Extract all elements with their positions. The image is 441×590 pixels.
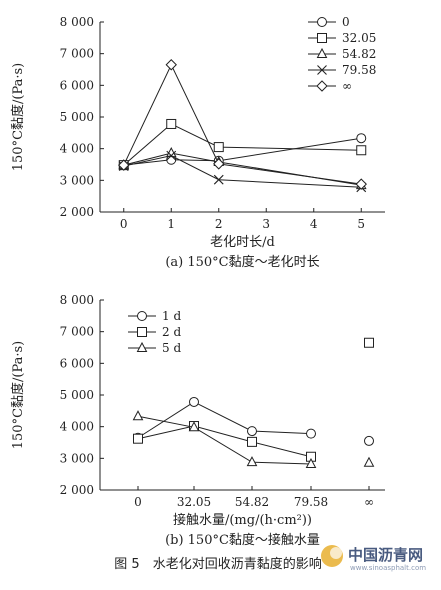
x-axis-label: 老化时长/d — [210, 235, 275, 250]
x-tick-label: 3 — [262, 217, 270, 231]
chart-caption: (a) 150°C黏度～老化时长 — [165, 254, 319, 270]
data-point — [165, 59, 177, 71]
data-point — [188, 421, 200, 432]
data-point — [247, 436, 257, 447]
legend-marker — [317, 33, 327, 43]
data-point — [189, 396, 199, 407]
legend-marker — [316, 47, 328, 58]
x-axis-label: 接触水量/(mg/(h·cm²)) — [173, 512, 312, 528]
y-tick-label: 3 000 — [60, 451, 94, 465]
y-tick-label: 4 000 — [60, 420, 94, 434]
y-tick-label: 5 000 — [60, 388, 94, 402]
data-point — [166, 118, 177, 129]
data-point — [213, 158, 225, 170]
data-point — [166, 150, 177, 161]
chart-a: 2 000 3 000 4 000 5 000 6 000 7 000 8 000 0 1 2 3 4… — [10, 15, 385, 270]
data-point — [132, 410, 144, 421]
chart-caption: (b) 150°C黏度～接触水量 — [165, 532, 320, 548]
x-tick-label: 4 — [310, 217, 318, 231]
legend-label: 54.82 — [342, 47, 376, 61]
y-axis-label: 150°C黏度/(Pa·s) — [10, 63, 26, 172]
y-tick-label: 8 000 — [60, 293, 94, 307]
series-line-2 — [123, 123, 362, 166]
data-point — [364, 435, 374, 446]
legend-label: 79.58 — [342, 63, 376, 77]
data-point — [118, 159, 130, 171]
legend-label: 32.05 — [342, 31, 376, 45]
figure-title: 图 5 水老化对回收沥青黏度的影响 — [114, 556, 321, 572]
data-point — [213, 142, 224, 153]
data-point — [133, 433, 143, 444]
y-tick-label: 7 000 — [60, 325, 94, 339]
x-tick-label: 32.05 — [177, 495, 211, 509]
y-axis-label: 150°C黏度/(Pa·s) — [10, 341, 26, 450]
series-line-1 — [123, 137, 362, 166]
legend-marker — [316, 80, 328, 92]
data-point — [165, 147, 177, 158]
y-tick-label: 3 000 — [60, 173, 94, 187]
y-tick-label: 5 000 — [60, 110, 94, 124]
x-tick-label: 79.58 — [294, 495, 328, 509]
legend: 1 d 2 d 5 d — [128, 309, 181, 355]
legend-marker — [137, 311, 147, 321]
legend-marker — [317, 17, 327, 27]
data-point — [306, 428, 316, 439]
data-point — [363, 456, 375, 467]
data-point — [305, 457, 317, 469]
y-tick-label: 8 000 — [60, 15, 94, 29]
legend-label: 0 — [342, 15, 350, 29]
watermark-name: 中国沥青网 — [348, 546, 423, 564]
data-point — [356, 133, 367, 144]
series-line-1 — [137, 401, 312, 439]
legend-marker — [136, 341, 148, 352]
data-point — [356, 145, 367, 156]
x-tick-label: 2 — [215, 217, 223, 231]
legend-label: ∞ — [342, 79, 352, 93]
y-tick-label: 6 000 — [60, 78, 94, 92]
data-point — [213, 174, 224, 185]
data-point — [247, 426, 257, 437]
y-tick-label: 4 000 — [60, 142, 94, 156]
chart-b: 2 000 3 000 4 000 5 000 6 000 7 000 8 000 0 32.0… — [10, 293, 385, 548]
y-tick-label: 2 000 — [60, 205, 94, 219]
legend-label: 5 d — [162, 341, 181, 355]
watermark-url: www.sinoasphalt.com — [350, 564, 426, 572]
y-tick-label: 2 000 — [60, 483, 94, 497]
y-tick-label: 6 000 — [60, 356, 94, 370]
legend-label: 1 d — [162, 309, 181, 323]
x-tick-label: 0 — [134, 495, 142, 509]
series-line-3 — [137, 415, 312, 465]
legend-label: 2 d — [162, 325, 181, 339]
x-tick-label: ∞ — [364, 495, 374, 509]
data-point — [364, 337, 374, 348]
legend-marker — [137, 327, 147, 337]
watermark-logo-icon — [321, 545, 343, 567]
data-point — [355, 178, 367, 190]
legend: 0 32.05 54.82 79.58 ∞ — [308, 15, 376, 93]
series-line-5 — [123, 63, 362, 185]
watermark: 中国沥青网 www.sinoasphalt.com — [321, 545, 426, 572]
legend-marker — [317, 65, 327, 75]
series-line-2 — [137, 425, 312, 458]
series-line-4 — [123, 155, 362, 188]
x-tick-label: 1 — [167, 217, 175, 231]
x-tick-label: 0 — [120, 217, 128, 231]
x-tick-label: 5 — [357, 217, 365, 231]
x-tick-label: 54.82 — [235, 495, 269, 509]
y-tick-label: 7 000 — [60, 47, 94, 61]
data-point — [246, 456, 258, 467]
